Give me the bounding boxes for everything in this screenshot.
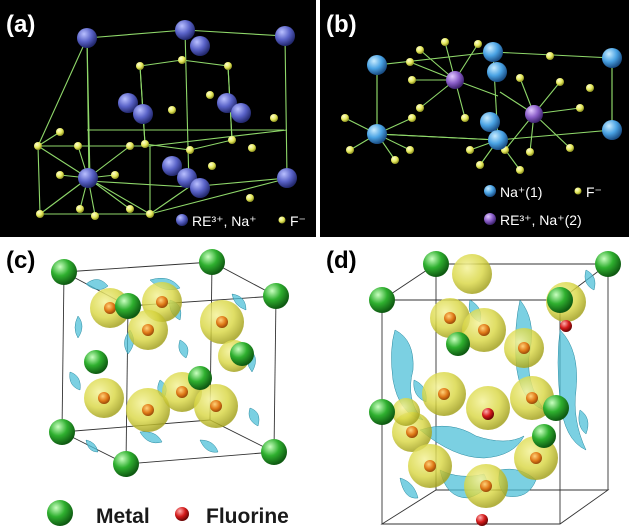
panel-c-orange-cores bbox=[98, 296, 228, 416]
legend-f-swatch bbox=[278, 216, 286, 224]
legend-re-na-label: RE³⁺, Na⁺ bbox=[192, 213, 257, 229]
legend-f2-label: F⁻ bbox=[586, 184, 602, 200]
panel-b-legend: Na⁺(1) F⁻ RE³⁺, Na⁺(2) bbox=[484, 184, 602, 228]
legend-re-na2-label: RE³⁺, Na⁺(2) bbox=[500, 212, 582, 228]
panel-b-label: (b) bbox=[326, 11, 357, 38]
legend-f-label: F⁻ bbox=[290, 213, 306, 229]
bottom-legend: Metal Fluorine bbox=[47, 500, 289, 528]
legend-metal-swatch bbox=[47, 500, 73, 526]
legend-f2-swatch bbox=[574, 187, 582, 195]
legend-re-na2-swatch bbox=[484, 213, 496, 225]
panel-a-label: (a) bbox=[6, 11, 35, 38]
panel-a-f-atoms bbox=[34, 56, 278, 220]
panel-b-re-na2-atoms bbox=[446, 71, 543, 123]
panel-b-na1-atoms bbox=[367, 42, 622, 150]
legend-na1-label: Na⁺(1) bbox=[500, 184, 542, 200]
panel-b: (b) Na⁺(1) F⁻ RE³⁺, Na⁺(2) bbox=[320, 0, 629, 237]
panel-a: (a) RE³⁺, Na⁺ F⁻ bbox=[0, 0, 316, 237]
legend-fluorine-label: Fluorine bbox=[206, 505, 289, 528]
panel-d-label: (d) bbox=[326, 247, 357, 274]
legend-re-na-swatch bbox=[176, 214, 188, 226]
panel-c-metal-atoms bbox=[49, 249, 289, 477]
panel-c-label: (c) bbox=[6, 247, 35, 274]
legend-fluorine-swatch bbox=[175, 507, 189, 521]
panel-d-metal-atoms bbox=[369, 251, 621, 448]
panel-c: (c) bbox=[6, 247, 289, 477]
panel-a-legend: RE³⁺, Na⁺ F⁻ bbox=[176, 213, 306, 229]
panel-d: (d) bbox=[326, 247, 621, 526]
panel-a-re-atoms bbox=[77, 20, 297, 198]
legend-na1-swatch bbox=[484, 185, 496, 197]
panel-d-orange-cores bbox=[406, 312, 542, 492]
panel-d-fluorine-atoms bbox=[476, 320, 572, 526]
legend-metal-label: Metal bbox=[96, 505, 150, 528]
